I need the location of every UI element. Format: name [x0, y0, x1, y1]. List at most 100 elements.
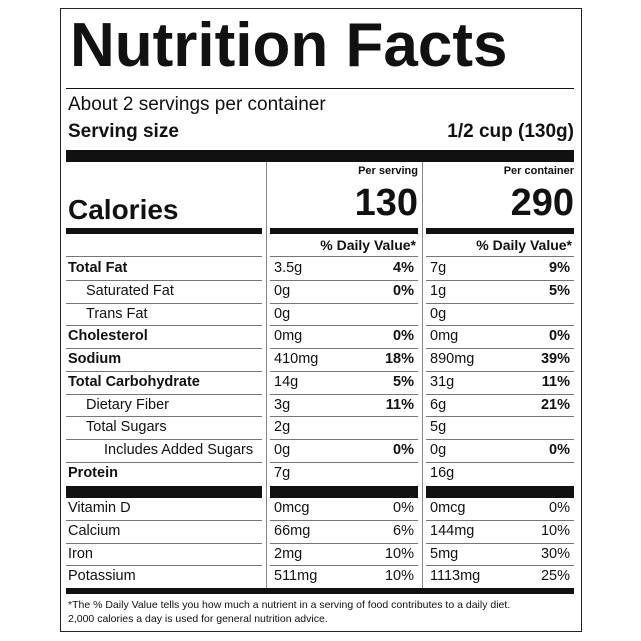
servings: About 2 servings per container [68, 93, 326, 115]
container-dv: 11% [541, 373, 570, 390]
serving-amount: 0g [274, 441, 291, 458]
serving-dv: 10% [384, 568, 414, 585]
serving-amount: 3g [274, 396, 291, 413]
row-line [426, 370, 574, 372]
row-line [426, 302, 574, 304]
row-line [426, 416, 574, 418]
divider [266, 162, 267, 590]
serving-dv: 18% [384, 351, 414, 368]
calories-container: 290 [510, 182, 574, 225]
nutrient-name: Total Carbohydrate [68, 373, 200, 390]
calories-serving: 130 [354, 182, 418, 225]
container-amount: 0g [430, 305, 447, 322]
title: Nutrition Facts [70, 10, 508, 80]
row-line [270, 348, 418, 350]
row-line [66, 461, 262, 463]
container-amount: 144mg [430, 523, 475, 539]
serving-amount: 2g [274, 419, 291, 436]
nutrient-name: Iron [68, 545, 93, 562]
row-line [66, 370, 262, 372]
serving-dv: 5% [393, 373, 414, 390]
nutrient-name: Vitamin D [68, 500, 131, 517]
row-line [426, 325, 574, 327]
serving-dv: 0% [393, 500, 414, 517]
container-dv: 5% [549, 283, 570, 299]
row-line [270, 461, 418, 463]
row-line [270, 370, 418, 372]
row-line [270, 393, 418, 395]
bar [66, 486, 262, 498]
row-line [270, 565, 418, 567]
serving-dv: 10% [384, 545, 414, 562]
serving-amount: 0mcg [274, 500, 310, 517]
serving-dv: 11% [385, 396, 414, 413]
footnote: 2,000 calories a day is used for general… [68, 612, 328, 625]
row-line [426, 565, 574, 567]
row-line [270, 520, 418, 521]
nutrient-name: Dietary Fiber [86, 396, 169, 413]
container-amount: 16g [430, 464, 455, 481]
container-dv: 0% [549, 500, 570, 517]
container-amount: 0g [430, 441, 447, 458]
serving-amount: 0g [274, 283, 291, 299]
serving-dv: 0% [393, 328, 414, 345]
row-line [270, 302, 418, 304]
nutrient-name: Calcium [68, 523, 121, 539]
row-line [66, 520, 262, 521]
container-dv: 39% [540, 351, 570, 368]
row-line [66, 416, 262, 418]
bar [270, 228, 418, 234]
row-line [426, 520, 574, 521]
serving-amount: 66mg [274, 523, 311, 539]
per-container-heading: Per container [503, 165, 574, 178]
nutrient-name: Potassium [68, 568, 136, 585]
bar [426, 228, 574, 234]
row-line [270, 325, 418, 327]
row-line [66, 302, 262, 304]
serving-amount: 410mg [274, 351, 319, 368]
footnote: *The % Daily Value tells you how much a … [68, 598, 511, 611]
row-line [66, 348, 262, 350]
container-amount: 0mg [430, 328, 459, 345]
row-line [426, 256, 574, 257]
row-line [426, 461, 574, 463]
nutrient-name: Includes Added Sugars [104, 441, 254, 458]
row-line [426, 393, 574, 395]
serving-dv: 6% [393, 523, 414, 539]
serving-amount: 2mg [274, 545, 303, 562]
bar [270, 486, 418, 498]
container-dv: 10% [540, 523, 570, 539]
bar [426, 486, 574, 498]
container-dv: 0% [549, 441, 570, 458]
divider [422, 162, 423, 590]
serving-amount: 7g [274, 464, 291, 481]
serving-amount: 3.5g [274, 260, 303, 277]
container-dv: 21% [540, 396, 570, 413]
container-dv: 30% [540, 545, 570, 562]
row-line [66, 542, 262, 544]
container-amount: 890mg [430, 351, 475, 368]
bar [66, 588, 574, 594]
serving-amount: 0g [274, 305, 291, 322]
label-frame [60, 8, 582, 632]
container-amount: 7g [430, 260, 447, 277]
nutrient-name: Saturated Fat [86, 283, 174, 299]
container-amount: 5g [430, 419, 447, 436]
container-amount: 5mg [430, 545, 459, 562]
bar [66, 228, 262, 234]
row-line [66, 256, 262, 257]
serving-amount: 511mg [274, 568, 318, 585]
row-line [270, 416, 418, 418]
nutrient-name: Total Sugars [86, 419, 167, 436]
row-line [270, 280, 418, 281]
serving-size-label: Serving size [68, 120, 179, 142]
row-line [270, 542, 418, 544]
row-line [426, 542, 574, 544]
container-amount: 1g [430, 283, 447, 299]
row-line [66, 438, 262, 440]
dv-heading: % Daily Value* [320, 236, 416, 253]
serving-dv: 0% [393, 441, 414, 458]
row-line [66, 280, 262, 281]
serving-dv: 4% [393, 260, 414, 277]
